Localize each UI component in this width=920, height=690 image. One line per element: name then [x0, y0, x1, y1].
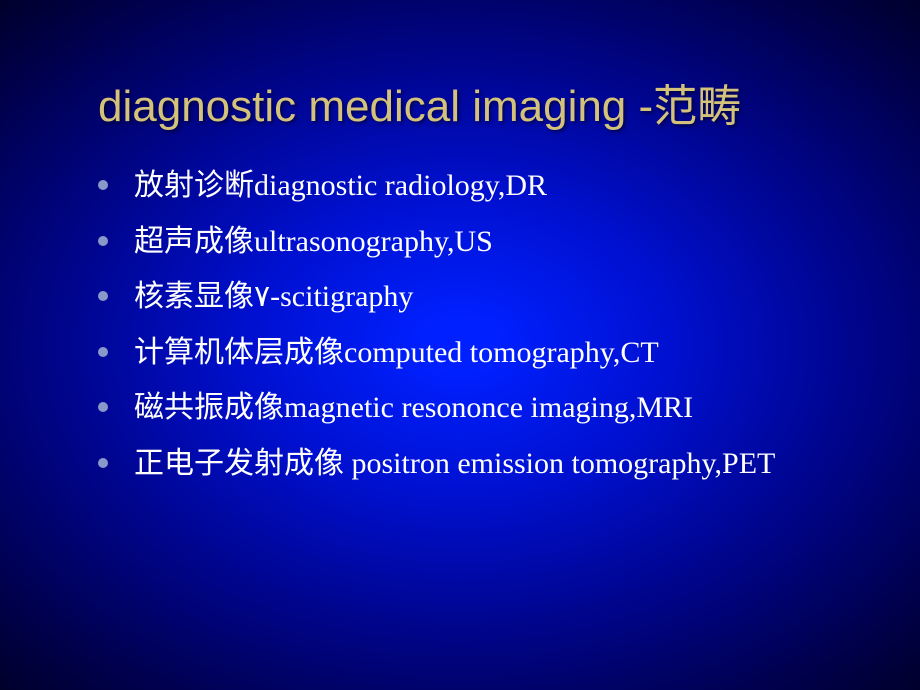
list-item: 放射诊断diagnostic radiology,DR	[98, 164, 860, 208]
bullet-list: 放射诊断diagnostic radiology,DR 超声成像ultrason…	[90, 164, 860, 485]
list-item: 超声成像ultrasonography,US	[98, 220, 860, 264]
list-item: 正电子发射成像 positron emission tomography,PET	[98, 442, 860, 486]
slide-title: diagnostic medical imaging -范畴	[90, 70, 860, 134]
slide-container: diagnostic medical imaging -范畴 放射诊断diagn…	[0, 0, 920, 537]
list-item: 磁共振成像magnetic resononce imaging,MRI	[98, 386, 860, 430]
list-item: 计算机体层成像computed tomography,CT	[98, 331, 860, 375]
list-item: 核素显像٧-scitigraphy	[98, 275, 860, 319]
title-english: diagnostic medical imaging -	[98, 82, 653, 131]
title-chinese: 范畴	[653, 82, 741, 131]
